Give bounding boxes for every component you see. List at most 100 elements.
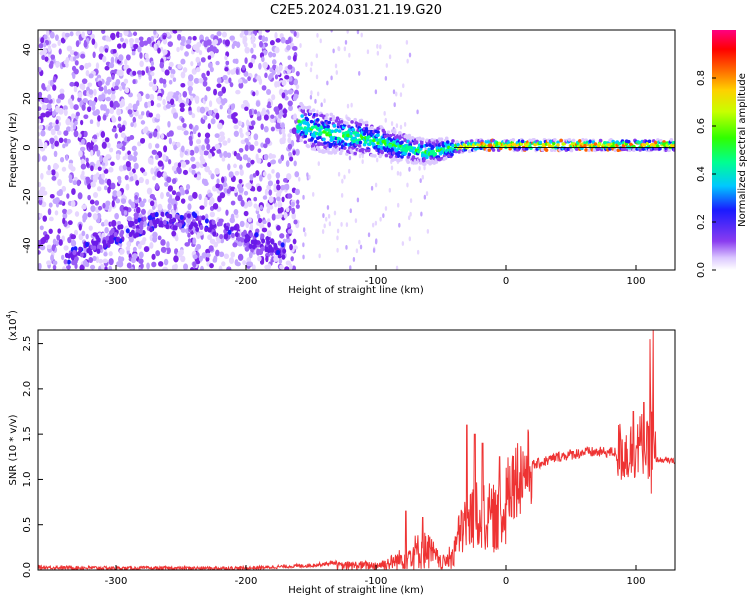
noise-blob	[95, 62, 100, 70]
noise-blob	[243, 190, 249, 196]
noise-blob	[239, 220, 245, 228]
noise-blob	[288, 105, 293, 112]
noise-blob	[261, 227, 268, 233]
snr-y-ticks: 0.0 0.5 1.0 1.5 2.0 2.5	[22, 336, 43, 578]
noise-blob	[233, 208, 239, 215]
sparse-blob	[337, 46, 340, 51]
noise-blob	[188, 195, 194, 202]
ridge-blob	[388, 143, 393, 148]
noise-blob	[125, 54, 131, 61]
noise-blob	[250, 248, 254, 253]
noise-blob	[112, 48, 117, 54]
noise-blob	[258, 35, 263, 41]
sparse-blob	[333, 210, 337, 216]
ridge-blob	[330, 129, 335, 134]
ridge-blob	[329, 112, 334, 117]
noise-blob	[122, 156, 127, 161]
sparse-blob	[392, 89, 396, 95]
noise-blob	[276, 184, 281, 191]
noise-blob	[98, 265, 102, 270]
noise-blob	[288, 76, 293, 82]
noise-blob	[249, 124, 254, 130]
noise-blob	[221, 261, 226, 267]
ridge-blob	[327, 128, 332, 133]
noise-blob	[246, 261, 252, 267]
noise-blob	[145, 178, 150, 185]
trace-blob	[110, 238, 115, 244]
noise-blob	[173, 144, 178, 151]
noise-blob	[224, 67, 229, 72]
noise-blob	[41, 155, 48, 162]
ridge-blob	[553, 137, 557, 142]
noise-blob	[150, 60, 155, 67]
trace-blob	[280, 242, 285, 248]
trace-blob	[281, 254, 286, 260]
noise-blob	[245, 119, 250, 127]
noise-blob	[120, 132, 126, 138]
noise-blob	[116, 190, 122, 197]
noise-blob	[128, 235, 134, 243]
noise-blob	[285, 207, 290, 213]
ridge-blob	[533, 142, 537, 147]
noise-blob	[66, 193, 70, 199]
noise-blob	[103, 85, 108, 92]
ridge-blob	[373, 154, 377, 158]
noise-blob	[207, 55, 212, 60]
ridge-blob	[305, 117, 310, 122]
noise-blob	[225, 209, 229, 216]
noise-blob	[245, 221, 250, 229]
colorbar-tick-label: 0.6	[696, 118, 707, 134]
noise-blob	[78, 150, 83, 158]
noise-blob	[108, 166, 114, 173]
noise-blob	[81, 31, 86, 38]
noise-blob	[71, 188, 76, 195]
y-tick-label: 1.5	[22, 426, 33, 442]
noise-blob	[292, 54, 297, 62]
noise-blob	[115, 198, 121, 204]
sparse-blob	[308, 174, 311, 180]
noise-blob	[279, 206, 284, 213]
noise-blob	[293, 160, 297, 167]
noise-blob	[251, 264, 256, 270]
noise-blob	[98, 45, 105, 53]
noise-blob	[97, 166, 102, 172]
noise-blob	[271, 213, 276, 221]
noise-blob	[276, 225, 281, 231]
noise-blob	[138, 176, 144, 184]
noise-blob	[117, 43, 122, 49]
noise-blob	[122, 42, 127, 49]
noise-blob	[274, 31, 278, 39]
noise-blob	[88, 256, 94, 263]
noise-blob	[166, 132, 171, 138]
noise-blob	[280, 184, 286, 191]
ridge-blob	[370, 125, 374, 130]
noise-blob	[148, 132, 153, 139]
ridge-blob	[332, 123, 337, 128]
noise-blob	[39, 51, 44, 56]
noise-blob	[275, 172, 281, 179]
sparse-blob	[426, 228, 430, 234]
noise-blob	[135, 179, 140, 186]
noise-blob	[127, 109, 133, 115]
noise-blob	[248, 251, 253, 259]
noise-blob	[226, 152, 232, 159]
sparse-blob	[396, 170, 400, 176]
noise-blob	[255, 170, 260, 177]
spectrogram-y-ticks: -40 -20 0 20 40	[22, 43, 43, 254]
noise-blob	[41, 54, 45, 61]
noise-blob	[50, 128, 56, 136]
sparse-blob	[341, 178, 344, 184]
noise-blob	[38, 240, 41, 245]
noise-blob	[139, 60, 144, 68]
noise-blob	[88, 73, 94, 79]
noise-blob	[102, 114, 107, 121]
trace-blob	[95, 234, 100, 241]
noise-blob	[264, 72, 268, 79]
noise-blob	[41, 104, 48, 111]
noise-blob	[264, 30, 271, 33]
sparse-blob	[370, 185, 374, 191]
noise-blob	[180, 161, 187, 168]
noise-blob	[68, 177, 73, 184]
trace-blob	[138, 229, 143, 235]
noise-blob	[152, 175, 157, 181]
